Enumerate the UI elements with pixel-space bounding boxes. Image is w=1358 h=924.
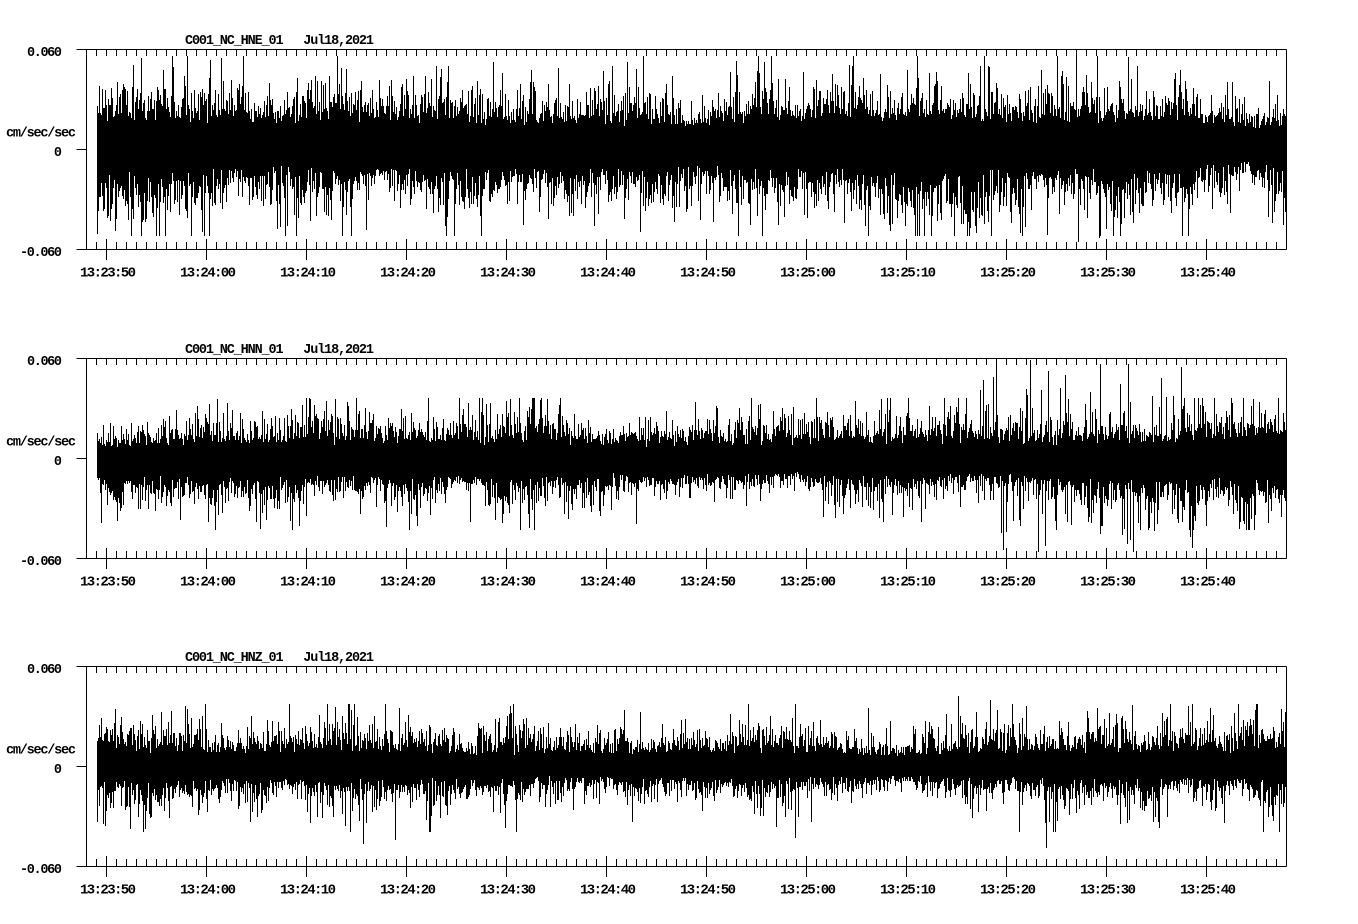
svg-text:13:24:20: 13:24:20 [380, 575, 436, 591]
svg-text:0.060: 0.060 [27, 663, 62, 678]
svg-text:cm/sec/sec: cm/sec/sec [6, 127, 76, 142]
svg-text:13:24:50: 13:24:50 [680, 266, 736, 282]
svg-text:13:25:30: 13:25:30 [1080, 266, 1136, 282]
svg-text:13:24:50: 13:24:50 [680, 883, 736, 899]
svg-text:13:24:10: 13:24:10 [280, 575, 336, 591]
svg-text:13:24:00: 13:24:00 [180, 883, 236, 899]
svg-text:-0.060: -0.060 [20, 863, 62, 878]
svg-text:13:25:10: 13:25:10 [880, 575, 936, 591]
svg-text:13:23:50: 13:23:50 [80, 575, 136, 591]
svg-text:C001_NC_HNE_01 Jul18,2021: C001_NC_HNE_01 Jul18,2021 [185, 34, 374, 49]
svg-text:13:24:30: 13:24:30 [480, 883, 536, 899]
svg-text:13:25:20: 13:25:20 [980, 883, 1036, 899]
svg-text:13:24:50: 13:24:50 [680, 575, 736, 591]
svg-text:13:24:20: 13:24:20 [380, 266, 436, 282]
svg-text:13:24:40: 13:24:40 [580, 883, 636, 899]
svg-text:cm/sec/sec: cm/sec/sec [6, 744, 76, 759]
svg-text:13:25:20: 13:25:20 [980, 266, 1036, 282]
svg-text:13:23:50: 13:23:50 [80, 266, 136, 282]
svg-text:13:25:40: 13:25:40 [1180, 883, 1236, 899]
svg-text:C001_NC_HNN_01 Jul18,2021: C001_NC_HNN_01 Jul18,2021 [185, 343, 374, 358]
svg-text:0: 0 [54, 146, 62, 161]
svg-text:13:25:10: 13:25:10 [880, 266, 936, 282]
svg-text:0: 0 [54, 455, 62, 470]
svg-text:13:24:20: 13:24:20 [380, 883, 436, 899]
svg-text:13:23:50: 13:23:50 [80, 883, 136, 899]
svg-text:0.060: 0.060 [27, 355, 62, 370]
svg-text:-0.060: -0.060 [20, 246, 62, 261]
svg-text:13:25:00: 13:25:00 [780, 266, 836, 282]
svg-text:cm/sec/sec: cm/sec/sec [6, 436, 76, 451]
svg-text:13:24:10: 13:24:10 [280, 883, 336, 899]
svg-text:13:24:30: 13:24:30 [480, 575, 536, 591]
svg-text:-0.060: -0.060 [20, 555, 62, 570]
svg-text:13:25:10: 13:25:10 [880, 883, 936, 899]
svg-text:13:24:40: 13:24:40 [580, 575, 636, 591]
svg-text:13:25:40: 13:25:40 [1180, 266, 1236, 282]
svg-text:13:24:30: 13:24:30 [480, 266, 536, 282]
svg-text:13:24:00: 13:24:00 [180, 266, 236, 282]
svg-text:13:24:10: 13:24:10 [280, 266, 336, 282]
svg-text:C001_NC_HNZ_01 Jul18,2021: C001_NC_HNZ_01 Jul18,2021 [185, 651, 374, 666]
svg-text:13:25:00: 13:25:00 [780, 575, 836, 591]
svg-text:0: 0 [54, 763, 62, 778]
svg-text:13:24:40: 13:24:40 [580, 266, 636, 282]
svg-text:13:25:30: 13:25:30 [1080, 883, 1136, 899]
svg-text:13:24:00: 13:24:00 [180, 575, 236, 591]
svg-text:13:25:40: 13:25:40 [1180, 575, 1236, 591]
svg-text:0.060: 0.060 [27, 46, 62, 61]
svg-text:13:25:00: 13:25:00 [780, 883, 836, 899]
svg-text:13:25:30: 13:25:30 [1080, 575, 1136, 591]
svg-text:13:25:20: 13:25:20 [980, 575, 1036, 591]
